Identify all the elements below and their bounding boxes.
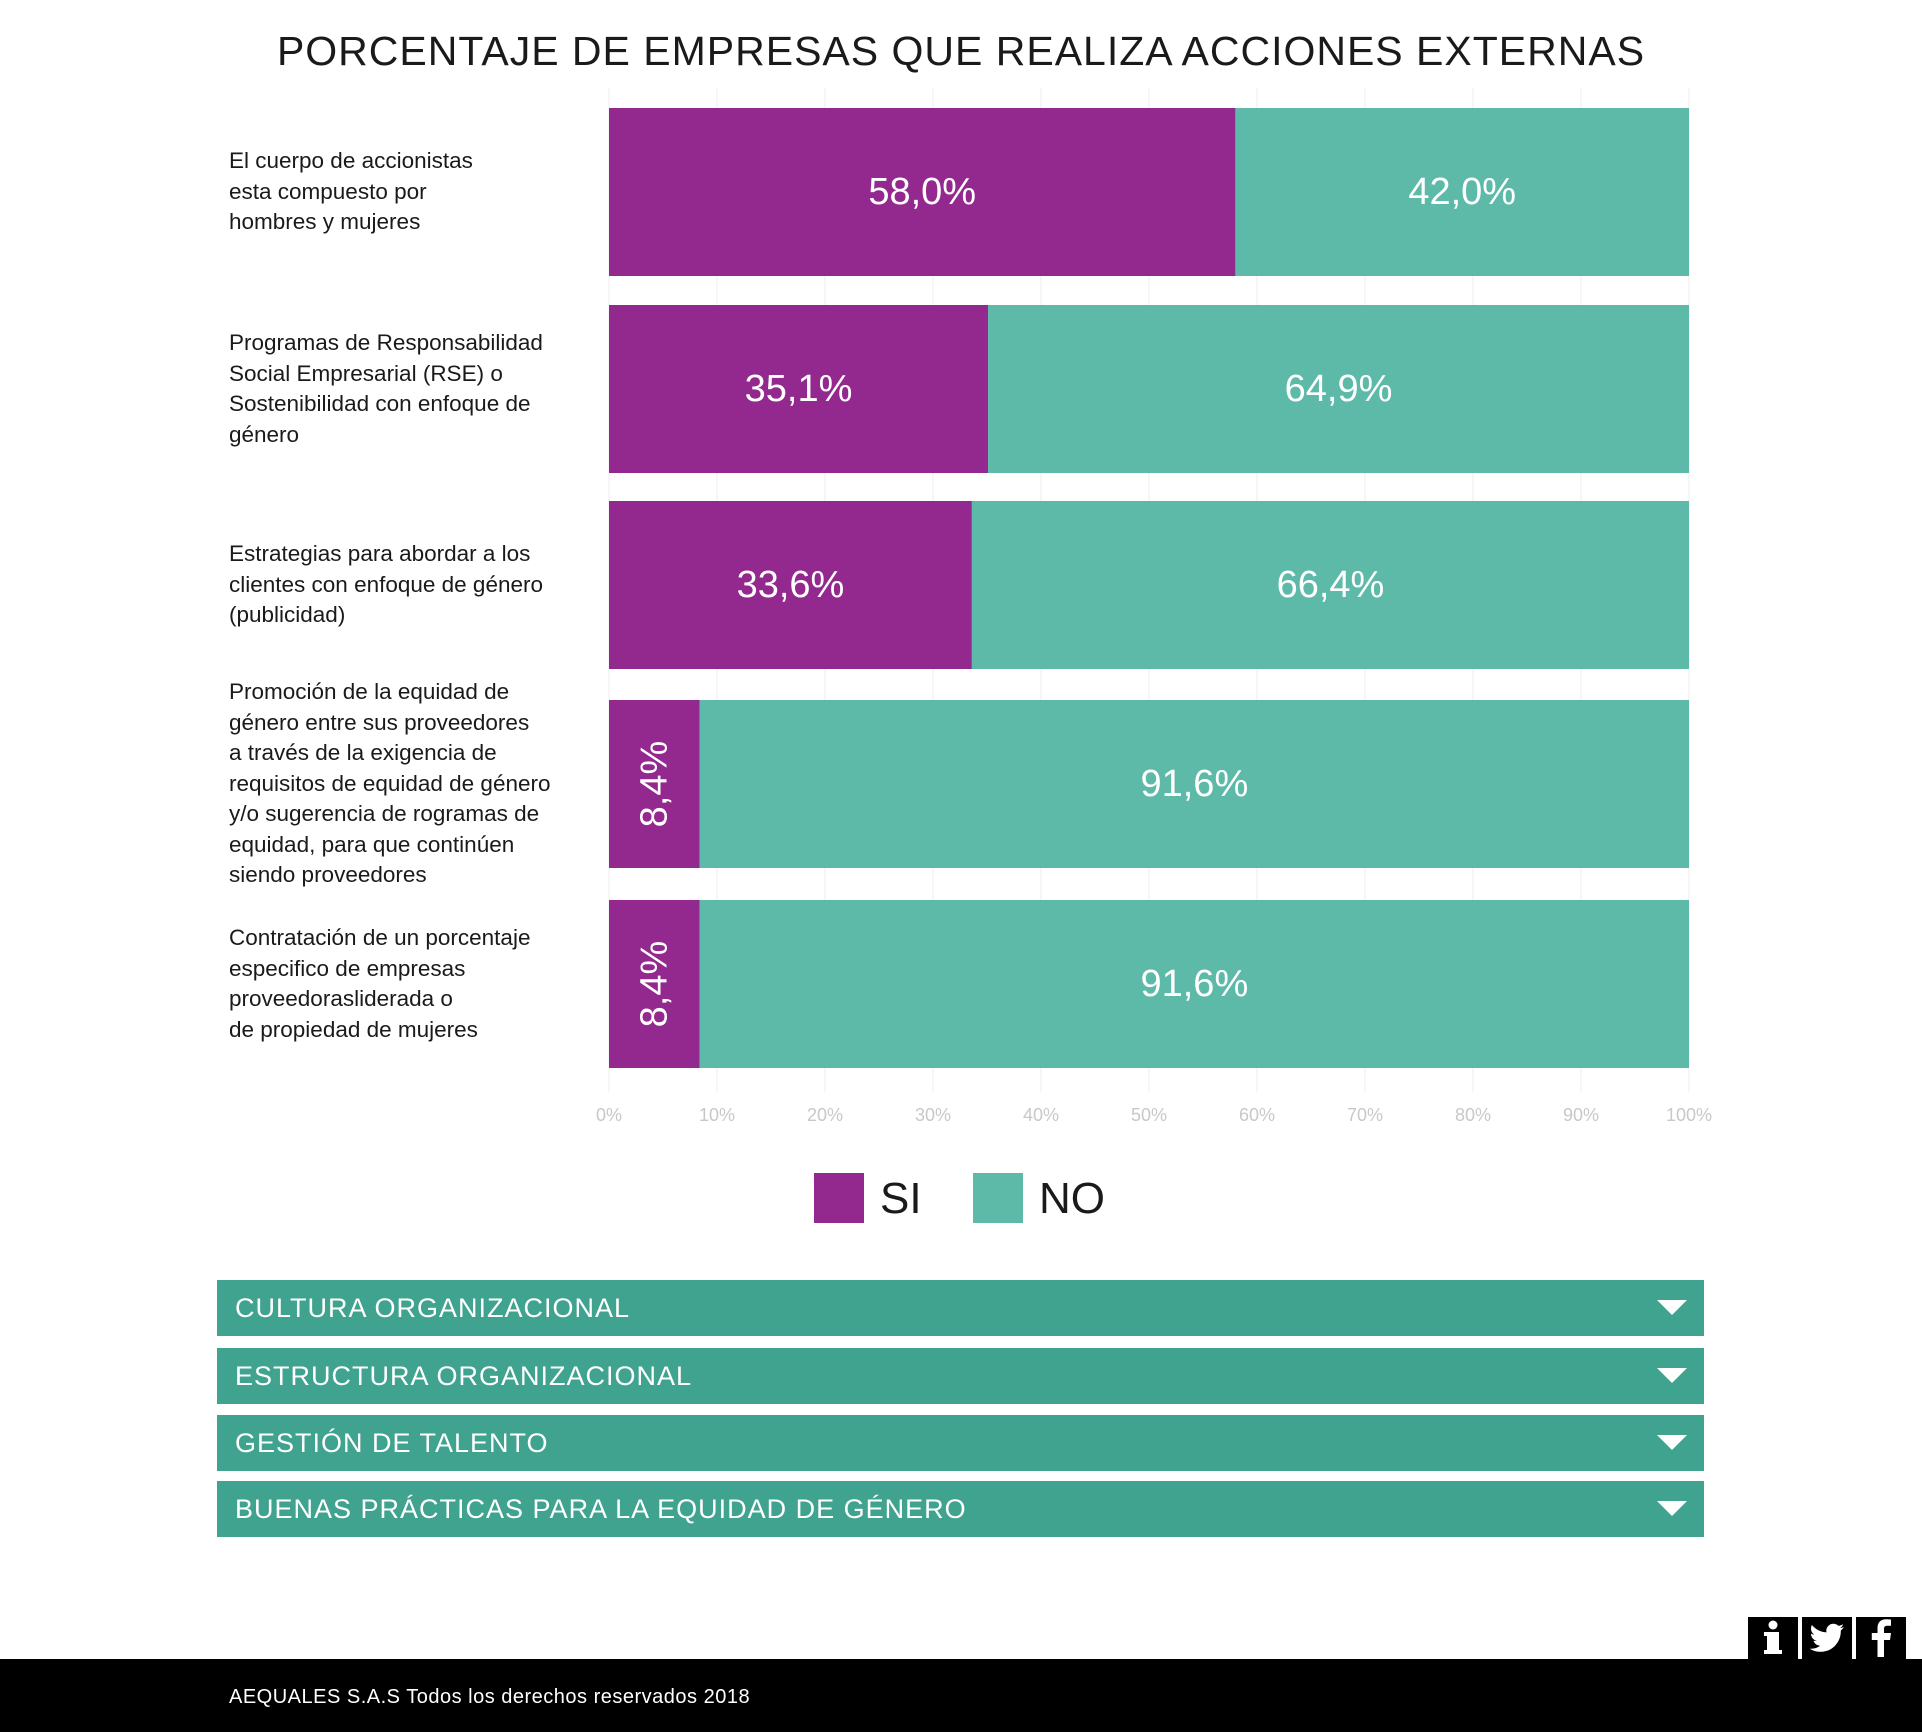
- accordion-label: ESTRUCTURA ORGANIZACIONAL: [235, 1361, 693, 1391]
- x-tick-label: 30%: [915, 1105, 951, 1125]
- data-label-si: 8,4%: [633, 941, 675, 1028]
- accordion-buenas-practicas[interactable]: BUENAS PRÁCTICAS PARA LA EQUIDAD DE GÉNE…: [217, 1481, 1704, 1537]
- accordion-label: BUENAS PRÁCTICAS PARA LA EQUIDAD DE GÉNE…: [235, 1494, 967, 1524]
- twitter-icon[interactable]: [1802, 1617, 1852, 1659]
- x-tick-label: 80%: [1455, 1105, 1491, 1125]
- bar-no: [971, 501, 1689, 669]
- chart-title: PORCENTAJE DE EMPRESAS QUE REALIZA ACCIO…: [276, 28, 1646, 74]
- footer: AEQUALES S.A.S Todos los derechos reserv…: [0, 1659, 1922, 1732]
- accordion-estructura-organizacional[interactable]: ESTRUCTURA ORGANIZACIONAL: [217, 1348, 1704, 1404]
- x-tick-label: 70%: [1347, 1105, 1383, 1125]
- data-label-si: 58,0%: [868, 171, 976, 213]
- data-label-no: 91,6%: [1140, 963, 1248, 1005]
- bar-si: [609, 108, 1236, 276]
- social-links: [1748, 1617, 1906, 1659]
- x-tick-label: 10%: [699, 1105, 735, 1125]
- bar-si: [609, 700, 700, 868]
- legend-label-no: NO: [1039, 1174, 1105, 1223]
- chevron-down-icon: [1657, 1435, 1687, 1450]
- data-label-no: 64,9%: [1285, 368, 1393, 410]
- x-tick-label: 0%: [596, 1105, 622, 1125]
- bar-no: [988, 305, 1689, 473]
- category-label: El cuerpo de accionistas esta compuesto …: [229, 148, 473, 235]
- bar-no: [699, 900, 1689, 1068]
- x-tick-label: 100%: [1666, 1105, 1712, 1125]
- data-label-si: 33,6%: [737, 564, 845, 606]
- data-label-si: 8,4%: [633, 741, 675, 828]
- bar-si: [609, 305, 989, 473]
- accordion-cultura-organizacional[interactable]: CULTURA ORGANIZACIONAL: [217, 1280, 1704, 1336]
- accordion-label: CULTURA ORGANIZACIONAL: [235, 1293, 631, 1323]
- x-tick-label: 40%: [1023, 1105, 1059, 1125]
- category-label: Contratación de un porcentaje especifico…: [229, 925, 531, 1042]
- category-label: Promoción de la equidad de género entre …: [229, 679, 551, 888]
- data-label-no: 66,4%: [1277, 564, 1385, 606]
- chevron-down-icon: [1657, 1501, 1687, 1516]
- chevron-down-icon: [1657, 1368, 1687, 1383]
- x-tick-label: 50%: [1131, 1105, 1167, 1125]
- data-label-no: 91,6%: [1140, 763, 1248, 805]
- category-label: Estrategias para abordar a los clientes …: [229, 541, 543, 628]
- info-icon[interactable]: [1748, 1617, 1798, 1659]
- accordion-gestion-de-talento[interactable]: GESTIÓN DE TALENTO: [217, 1415, 1704, 1471]
- x-tick-label: 90%: [1563, 1105, 1599, 1125]
- data-label-si: 35,1%: [745, 368, 853, 410]
- facebook-icon[interactable]: [1856, 1617, 1906, 1659]
- bar-si: [609, 900, 700, 1068]
- footer-copyright: AEQUALES S.A.S Todos los derechos reserv…: [229, 1686, 751, 1708]
- category-label: Programas de Responsabilidad Social Empr…: [229, 330, 543, 447]
- data-label-no: 42,0%: [1408, 171, 1516, 213]
- bar-no: [699, 700, 1689, 868]
- legend-swatch-no: [973, 1173, 1023, 1223]
- x-tick-label: 20%: [807, 1105, 843, 1125]
- stacked-bar-chart: 0% 10% 20% 30% 40% 50% 60% 70% 80% 90% 100% 58,0% 42…: [596, 88, 1712, 1125]
- x-tick-label: 60%: [1239, 1105, 1275, 1125]
- chart-legend: SI NO: [0, 1173, 1922, 1225]
- bar-no: [1235, 108, 1689, 276]
- legend-label-si: SI: [880, 1174, 922, 1223]
- accordion-label: GESTIÓN DE TALENTO: [235, 1428, 549, 1458]
- bar-si: [609, 501, 972, 669]
- chevron-down-icon: [1657, 1300, 1687, 1315]
- legend-swatch-si: [814, 1173, 864, 1223]
